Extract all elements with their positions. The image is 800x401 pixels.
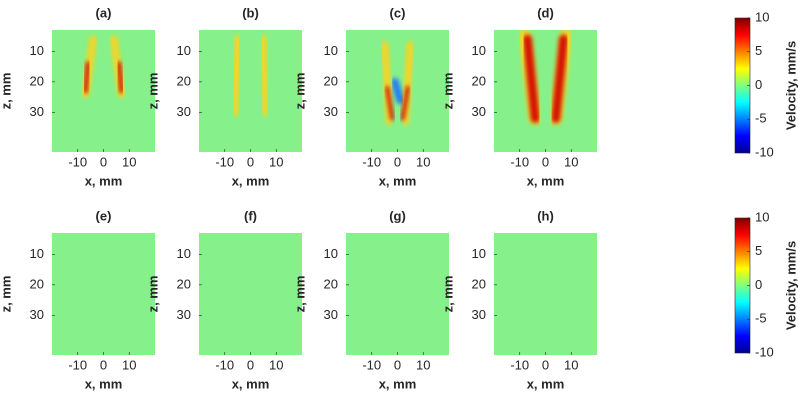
heatmap (494, 30, 597, 152)
flow-feature (400, 85, 410, 121)
x-tick-label: 10 (416, 154, 430, 169)
y-axis-label: z, mm (0, 276, 13, 313)
panel-title: (b) (242, 5, 259, 20)
x-tick-label: 10 (122, 357, 136, 372)
y-tick-label: 10 (177, 43, 191, 58)
x-tick-label: 0 (394, 154, 401, 169)
x-tick-label: -10 (510, 357, 529, 372)
y-tick-label: 10 (177, 246, 191, 261)
x-tick-label: -10 (215, 357, 234, 372)
x-tick-label: 0 (247, 357, 254, 372)
colorbar-tick-label: 5 (755, 243, 762, 258)
colorbar-tick-label: -10 (755, 144, 774, 159)
colorbar-tick-label: 5 (755, 43, 762, 58)
colorbar-tick-label: 0 (755, 77, 762, 92)
y-tick-label: 20 (177, 276, 191, 291)
x-tick-label: 10 (269, 357, 283, 372)
y-tick-label: 30 (177, 307, 191, 322)
y-tick-label: 30 (177, 104, 191, 119)
colorbar-tick-label: -10 (755, 344, 774, 359)
y-tick-label: 30 (30, 307, 44, 322)
flow-feature (385, 85, 395, 121)
heatmap (199, 30, 302, 152)
panel-title: (e) (96, 208, 112, 223)
heatmap (494, 233, 597, 355)
heatmap (346, 30, 449, 152)
x-tick-label: -10 (362, 357, 381, 372)
y-tick-label: 20 (472, 73, 486, 88)
heatmap (199, 233, 302, 355)
y-axis-label: z, mm (0, 73, 13, 110)
x-tick-label: 10 (122, 154, 136, 169)
colorbar-tick-label: -5 (755, 111, 767, 126)
x-axis-label: x, mm (232, 173, 270, 188)
heatmap (346, 233, 449, 355)
y-tick-label: 20 (30, 73, 44, 88)
y-tick-label: 10 (324, 43, 338, 58)
x-tick-label: -10 (68, 357, 87, 372)
y-axis-label: z, mm (145, 73, 160, 110)
colorbar-tick-label: 10 (755, 9, 769, 24)
y-axis-label: z, mm (292, 276, 307, 313)
panel-title: (g) (389, 208, 406, 223)
y-axis-label: z, mm (440, 276, 455, 313)
x-tick-label: -10 (68, 154, 87, 169)
flow-feature (391, 77, 404, 105)
x-axis-label: x, mm (85, 173, 123, 188)
x-axis-label: x, mm (527, 376, 565, 391)
y-axis-label: z, mm (145, 276, 160, 313)
flow-feature (116, 61, 124, 94)
panel-title: (c) (390, 5, 406, 20)
colorbar-tick-label: -5 (755, 311, 767, 326)
panel-title: (h) (537, 208, 554, 223)
colorbar-label: Velocity, mm/s (783, 41, 798, 130)
panel-title: (d) (537, 5, 554, 20)
panel-title: (f) (244, 208, 257, 223)
y-tick-label: 30 (30, 104, 44, 119)
y-axis-label: z, mm (440, 73, 455, 110)
x-tick-label: 0 (394, 357, 401, 372)
x-tick-label: -10 (215, 154, 234, 169)
x-tick-label: 0 (100, 154, 107, 169)
y-tick-label: 10 (472, 246, 486, 261)
y-axis-label: z, mm (292, 73, 307, 110)
y-tick-label: 20 (472, 276, 486, 291)
y-tick-label: 10 (30, 43, 44, 58)
x-tick-label: 10 (564, 154, 578, 169)
colorbar-tick-label: 10 (755, 209, 769, 224)
colorbar-label: Velocity, mm/s (783, 241, 798, 330)
x-tick-label: 10 (269, 154, 283, 169)
y-tick-label: 20 (324, 276, 338, 291)
y-tick-label: 20 (30, 276, 44, 291)
y-tick-label: 20 (177, 73, 191, 88)
x-tick-label: 0 (247, 154, 254, 169)
y-tick-label: 10 (30, 246, 44, 261)
y-tick-label: 30 (324, 307, 338, 322)
y-tick-label: 10 (472, 43, 486, 58)
x-axis-label: x, mm (232, 376, 270, 391)
x-tick-label: 0 (542, 357, 549, 372)
x-tick-label: -10 (510, 154, 529, 169)
x-tick-label: 0 (542, 154, 549, 169)
x-axis-label: x, mm (85, 376, 123, 391)
y-tick-label: 10 (324, 246, 338, 261)
y-tick-label: 20 (324, 73, 338, 88)
heatmap (52, 30, 155, 152)
x-axis-label: x, mm (379, 173, 417, 188)
x-tick-label: 10 (416, 357, 430, 372)
colorbar-tick-label: 0 (755, 277, 762, 292)
y-tick-label: 30 (472, 307, 486, 322)
panel-title: (a) (96, 5, 112, 20)
flow-feature (83, 61, 91, 94)
y-tick-label: 30 (324, 104, 338, 119)
x-tick-label: 0 (100, 357, 107, 372)
x-axis-label: x, mm (379, 376, 417, 391)
x-axis-label: x, mm (527, 173, 565, 188)
x-tick-label: -10 (362, 154, 381, 169)
heatmap (52, 233, 155, 355)
x-tick-label: 10 (564, 357, 578, 372)
y-tick-label: 30 (472, 104, 486, 119)
